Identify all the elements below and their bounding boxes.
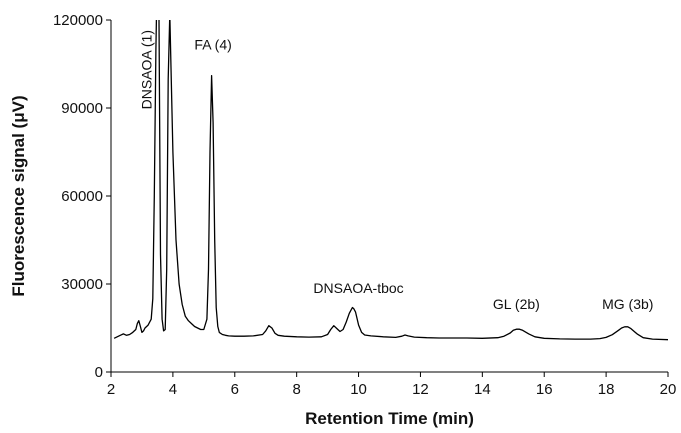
peak-label: FA (4) — [194, 36, 231, 52]
peak-label: DNSAOA (1) — [139, 30, 155, 109]
peak-label: DNSAOA-tboc — [313, 280, 403, 296]
x-tick-label: 20 — [660, 381, 677, 398]
y-tick-label: 120000 — [53, 12, 103, 29]
peak-label: GL (2b) — [493, 296, 540, 312]
x-tick-label: 6 — [231, 381, 239, 398]
x-tick-label: 8 — [292, 381, 300, 398]
signal-trace — [113, 20, 668, 341]
x-axis-title: Retention Time (min) — [305, 409, 474, 428]
x-tick-label: 2 — [107, 381, 115, 398]
y-tick-label: 30000 — [61, 276, 103, 293]
y-tick-label: 0 — [95, 364, 103, 381]
peak-annotations: DNSAOA (1) FA (4) DNSAOA-tboc GL (2b) MG (3b… — [139, 30, 654, 312]
x-tick-label: 4 — [169, 381, 177, 398]
x-tick-label: 16 — [536, 381, 553, 398]
x-tick-label: 12 — [412, 381, 429, 398]
y-tick-label: 90000 — [61, 100, 103, 117]
y-tick-label: 60000 — [61, 188, 103, 205]
ticks: 2 4 6 8 10 12 14 16 18 20 0 30000 60000 90000 120000 — [53, 12, 676, 398]
x-tick-label: 14 — [474, 381, 491, 398]
x-tick-label: 10 — [350, 381, 367, 398]
x-tick-label: 18 — [598, 381, 615, 398]
y-axis-title: Fluorescence signal (μV) — [9, 95, 28, 296]
axes — [110, 20, 668, 373]
peak-label: MG (3b) — [602, 296, 653, 312]
